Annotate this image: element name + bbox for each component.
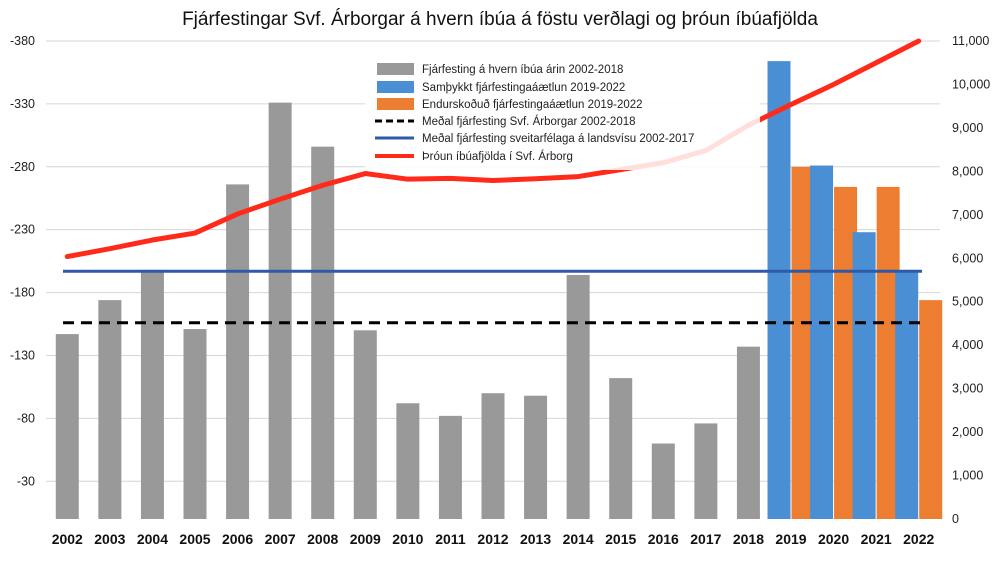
bar [183, 329, 207, 519]
x-tick-label: 2018 [733, 531, 764, 547]
bar [311, 146, 335, 520]
average-lines [63, 269, 922, 325]
right-tick-label: 11,000 [952, 34, 989, 48]
bar [481, 393, 505, 519]
right-axis-ticks: 0 1,000 2,000 3,000 4,000 5,000 6,000 7,000 8,00… [952, 34, 990, 526]
right-tick-label: 8,000 [952, 164, 983, 178]
x-tick-label: 2004 [137, 531, 168, 547]
x-tick-label: 2002 [52, 531, 83, 547]
left-tick-label: -30 [17, 474, 35, 488]
legend-background [365, 57, 760, 170]
bar [895, 269, 919, 519]
right-tick-label: 1,000 [952, 469, 983, 483]
right-tick-label: 7,000 [952, 208, 983, 222]
left-axis-ticks: -30 -80 -130 -180 -230 -280 -330 -380 [10, 34, 35, 488]
bar [98, 300, 122, 519]
legend: Fjárfesting á hvern íbúa árin 2002-2018 S… [365, 57, 760, 170]
chart-title: Fjárfestingar Svf. Árborgar á hvern íbúa… [182, 9, 818, 30]
right-tick-label: 3,000 [952, 382, 983, 396]
bar [810, 165, 834, 519]
x-tick-label: 2014 [563, 531, 594, 547]
bar [226, 184, 250, 519]
right-tick-label: 9,000 [952, 121, 983, 135]
bar [651, 443, 675, 519]
legend-swatch [377, 98, 414, 110]
x-tick-label: 2020 [818, 531, 849, 547]
right-tick-label: 4,000 [952, 338, 983, 352]
left-tick-label: -130 [10, 348, 35, 362]
bar [268, 102, 292, 519]
right-tick-label: 6,000 [952, 251, 983, 265]
legend-label: Endurskoðuð fjárfestingaáætlun 2019-2022 [422, 99, 643, 111]
bar [609, 378, 633, 519]
right-tick-label: 10,000 [952, 77, 990, 91]
x-tick-label: 2022 [903, 531, 934, 547]
bar [396, 403, 420, 519]
legend-swatch [377, 81, 414, 93]
bar [852, 232, 876, 519]
legend-label: Þróun íbúafjölda í Svf. Árborg [422, 150, 573, 163]
x-tick-label: 2011 [435, 531, 466, 547]
x-tick-label: 2016 [648, 531, 679, 547]
left-tick-label: -80 [17, 411, 35, 425]
x-tick-label: 2012 [477, 531, 508, 547]
bar [55, 334, 79, 519]
left-tick-label: -380 [10, 34, 35, 48]
legend-label: Meðal fjárfesting sveitarfélaga á landsv… [422, 133, 694, 145]
bar [566, 274, 590, 519]
bar [353, 330, 377, 519]
bar [524, 395, 548, 519]
bar [140, 269, 164, 519]
x-tick-label: 2017 [690, 531, 721, 547]
bar [438, 415, 462, 519]
x-tick-label: 2019 [775, 531, 806, 547]
x-tick-label: 2008 [307, 531, 338, 547]
x-tick-label: 2007 [265, 531, 296, 547]
bars [55, 61, 943, 520]
legend-label: Fjárfesting á hvern íbúa árin 2002-2018 [422, 64, 623, 76]
left-tick-label: -280 [10, 160, 35, 174]
x-tick-label: 2009 [350, 531, 381, 547]
bar [791, 166, 815, 519]
left-tick-label: -180 [10, 286, 35, 300]
x-tick-label: 2015 [605, 531, 636, 547]
bar [736, 346, 760, 519]
legend-swatch [377, 63, 414, 75]
left-tick-label: -230 [10, 223, 35, 237]
legend-label: Meðal fjárfesting Svf. Árborgar 2002-201… [422, 115, 636, 128]
bar [767, 61, 791, 520]
x-tick-label: 2005 [179, 531, 210, 547]
x-tick-label: 2010 [392, 531, 423, 547]
right-tick-label: 0 [952, 512, 959, 526]
left-tick-label: -330 [10, 97, 35, 111]
right-tick-label: 5,000 [952, 295, 983, 309]
bar [694, 423, 718, 519]
x-tick-label: 2006 [222, 531, 253, 547]
legend-label: Samþykkt fjárfestingaáætlun 2019-2022 [422, 82, 625, 94]
population-line [64, 38, 922, 260]
x-axis-ticks: 2002 2003 2004 2005 2006 2007 2008 2009 2010 2011… [52, 531, 935, 547]
x-tick-label: 2013 [520, 531, 551, 547]
x-tick-label: 2021 [861, 531, 892, 547]
bar [919, 300, 943, 519]
population-series-line [64, 38, 922, 260]
right-tick-label: 2,000 [952, 425, 983, 439]
x-tick-label: 2003 [94, 531, 125, 547]
